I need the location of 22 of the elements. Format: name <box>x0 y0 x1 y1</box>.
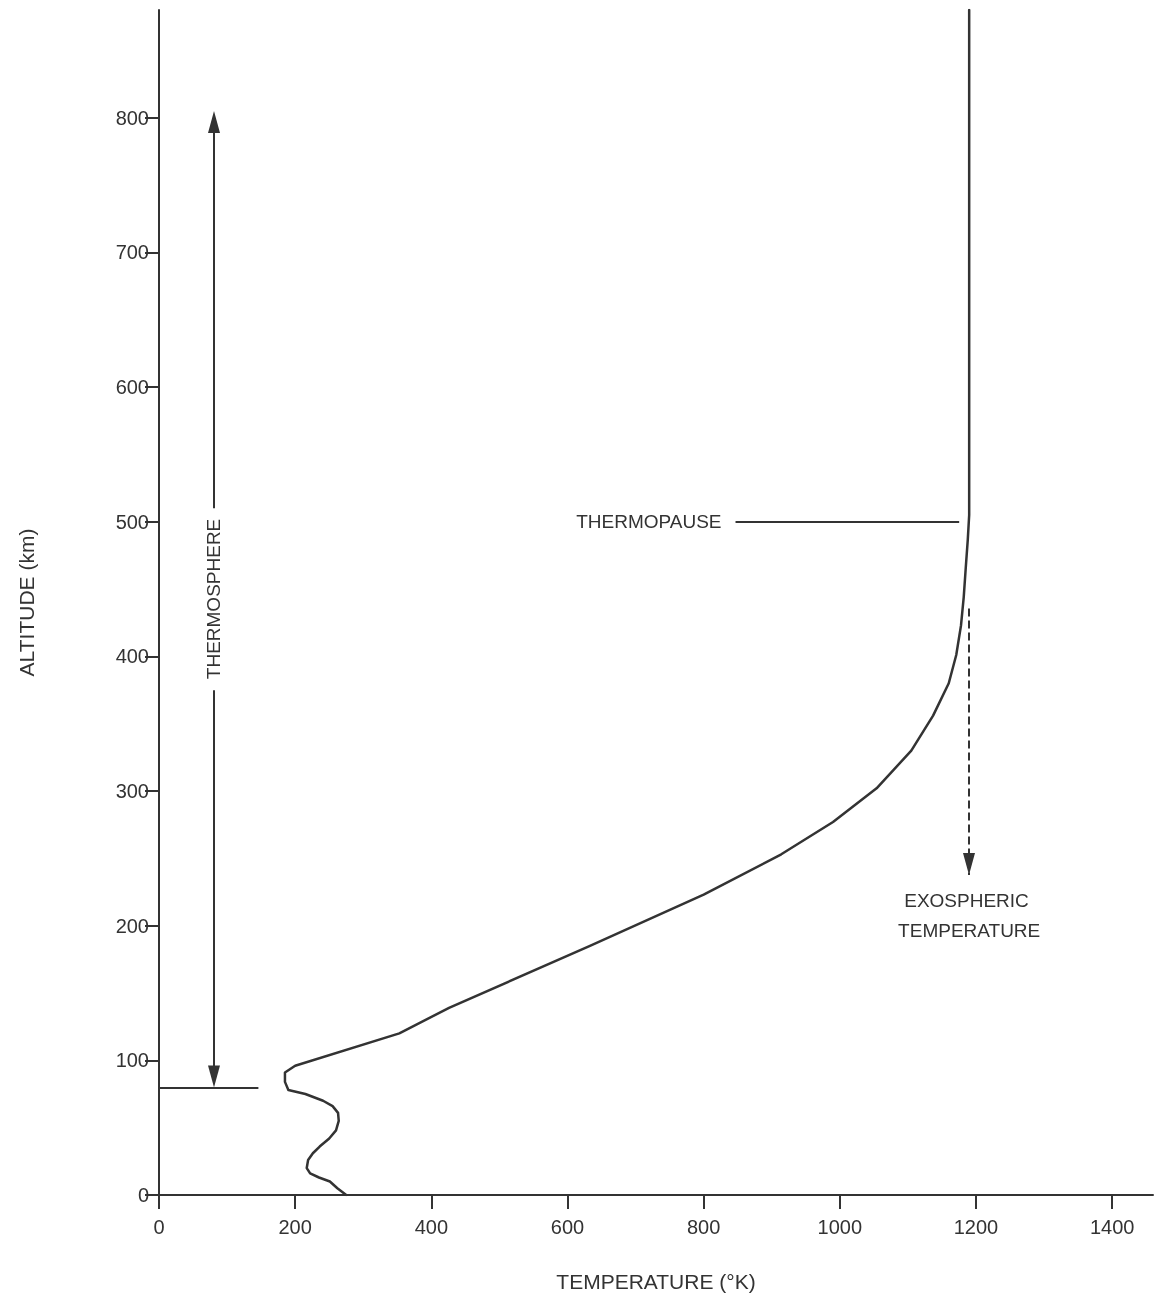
x-tick-label: 600 <box>550 1216 585 1238</box>
y-tick-label: 200 <box>115 914 149 937</box>
x-tick-label: 400 <box>414 1216 449 1238</box>
y-tick-label: 500 <box>115 510 149 533</box>
y-tick-label: 800 <box>115 106 149 129</box>
y-tick-label: 400 <box>115 645 149 668</box>
ref-line-label: EXOSPHERIC TEMPERATURE <box>898 889 1041 941</box>
y-tick-label: 600 <box>115 376 149 399</box>
y-tick-label: 0 <box>137 1184 149 1206</box>
y-tick-label: 300 <box>115 780 149 803</box>
x-tick-label: 800 <box>686 1216 721 1238</box>
annotation: THERMOSPHERE <box>203 518 225 680</box>
ref-line-label: THERMOPAUSE <box>576 511 722 533</box>
y-tick-label: 700 <box>115 241 149 264</box>
x-tick-label: 200 <box>278 1216 312 1238</box>
x-tick-label: 1000 <box>817 1216 863 1238</box>
x-tick-label: 1400 <box>1089 1216 1135 1238</box>
x-axis-title: TEMPERATURE (°K) <box>556 1270 756 1293</box>
x-tick-label: 1200 <box>953 1216 999 1238</box>
y-tick-label: 100 <box>115 1049 149 1072</box>
y-axis-title: ALTITUDE (km) <box>15 528 38 677</box>
x-tick-label: 0 <box>153 1216 165 1238</box>
